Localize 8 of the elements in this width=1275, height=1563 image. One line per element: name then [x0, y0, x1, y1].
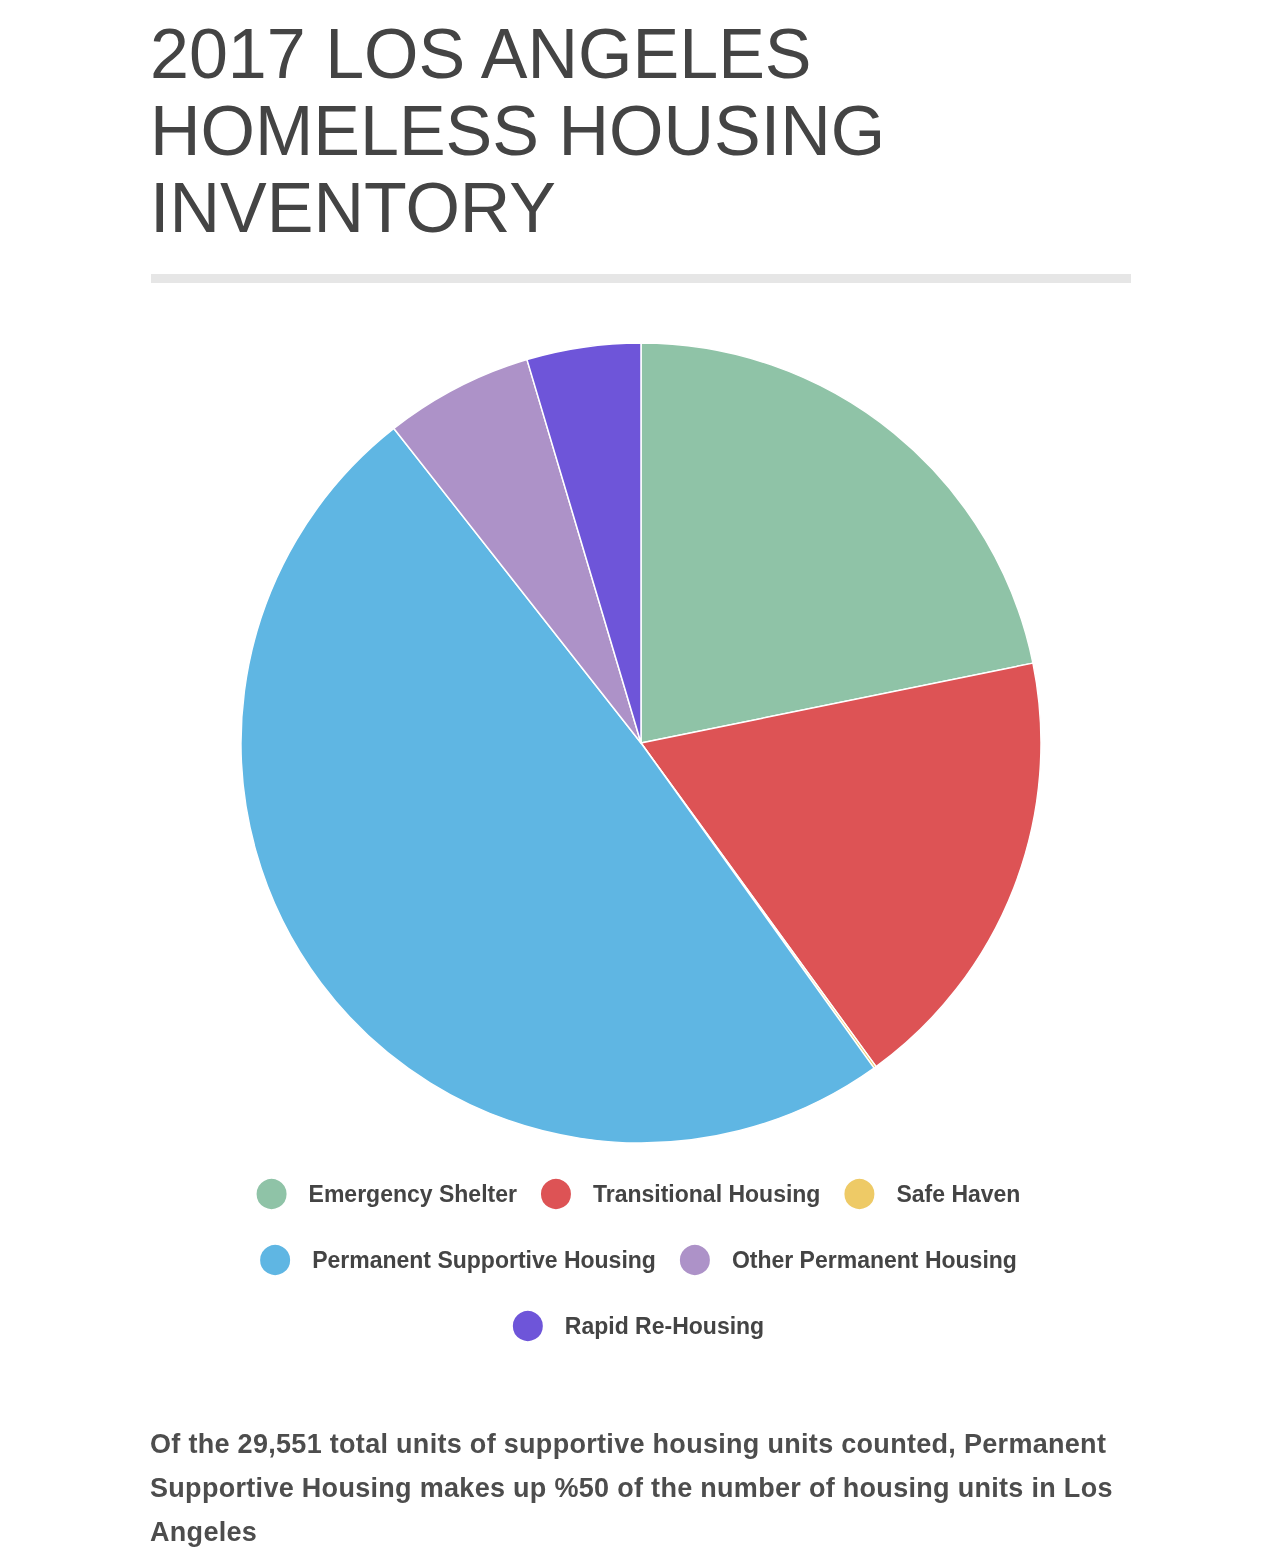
legend-label: Rapid Re-Housing — [564, 1313, 765, 1339]
text: Of the 29,551 total units of supportive housing units counted, Permanent Supportive Housing makes up %50 of the number of housing units in Los Angeles — [150, 1428, 1114, 1549]
legend-label: Emergency Shelter — [308, 1181, 517, 1207]
chart-title: 2017 LOS ANGELES HOMELESS HOUSING INVENTORY — [150, 15, 887, 247]
legend-label: Other Permanent Housing — [731, 1247, 1017, 1273]
legend-label: Transitional Housing — [592, 1181, 821, 1207]
legend-label: Permanent Supportive Housing — [312, 1247, 656, 1273]
legend-label: Safe Haven — [896, 1181, 1021, 1207]
